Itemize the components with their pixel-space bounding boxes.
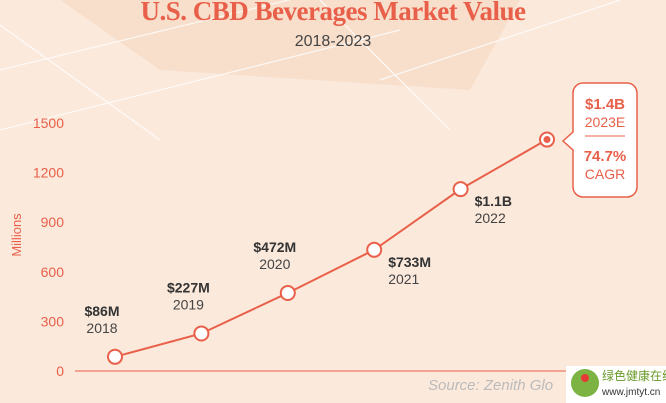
y-tick-label: 1200	[33, 165, 64, 181]
watermark-url: www.jmtyt.cn	[602, 387, 661, 398]
y-tick-label: 600	[41, 264, 65, 280]
x-tick-label: 2021	[388, 271, 419, 287]
logo-dot-icon	[581, 374, 589, 382]
data-label: $472M	[253, 239, 296, 255]
data-label: $86M	[84, 303, 119, 319]
source-note: Source: Zenith Glo	[428, 377, 554, 394]
x-tick-label: 2020	[259, 256, 290, 272]
data-point	[366, 241, 383, 258]
data-label: $227M	[167, 279, 210, 295]
y-tick-label: 1500	[33, 115, 64, 131]
chart-title: U.S. CBD Beverages Market Value	[140, 0, 526, 26]
annotation-box: $1.4B 2023E 74.7% CAGR	[561, 82, 638, 198]
annotation-value: $1.4B	[585, 96, 625, 113]
watermark-name: 绿色健康在线	[602, 369, 666, 383]
x-tick-label: 2019	[173, 296, 204, 312]
data-label: $733M	[388, 254, 431, 270]
series-line	[114, 138, 548, 358]
data-label: $1.1B	[475, 193, 512, 209]
annotation-year: 2023E	[585, 114, 625, 130]
annotation-cagr: 74.7%	[584, 148, 627, 165]
annotation-cagr-label: CAGR	[585, 166, 625, 182]
x-tick-label: 2022	[475, 210, 506, 226]
chart-subtitle: 2018-2023	[294, 33, 372, 50]
data-point	[452, 181, 469, 198]
y-tick-label: 900	[41, 214, 65, 230]
watermark-logo: 绿色健康在线 www.jmtyt.cn	[566, 366, 666, 403]
data-point	[107, 348, 123, 365]
x-tick-label: 2018	[86, 320, 117, 336]
data-point-center	[543, 136, 551, 144]
y-tick-label: 300	[41, 313, 65, 329]
leaf-logo-icon	[571, 369, 599, 397]
data-point	[279, 284, 296, 301]
y-axis-label: Millions	[9, 213, 24, 257]
y-tick-label: 0	[56, 363, 64, 379]
data-point	[193, 325, 210, 342]
